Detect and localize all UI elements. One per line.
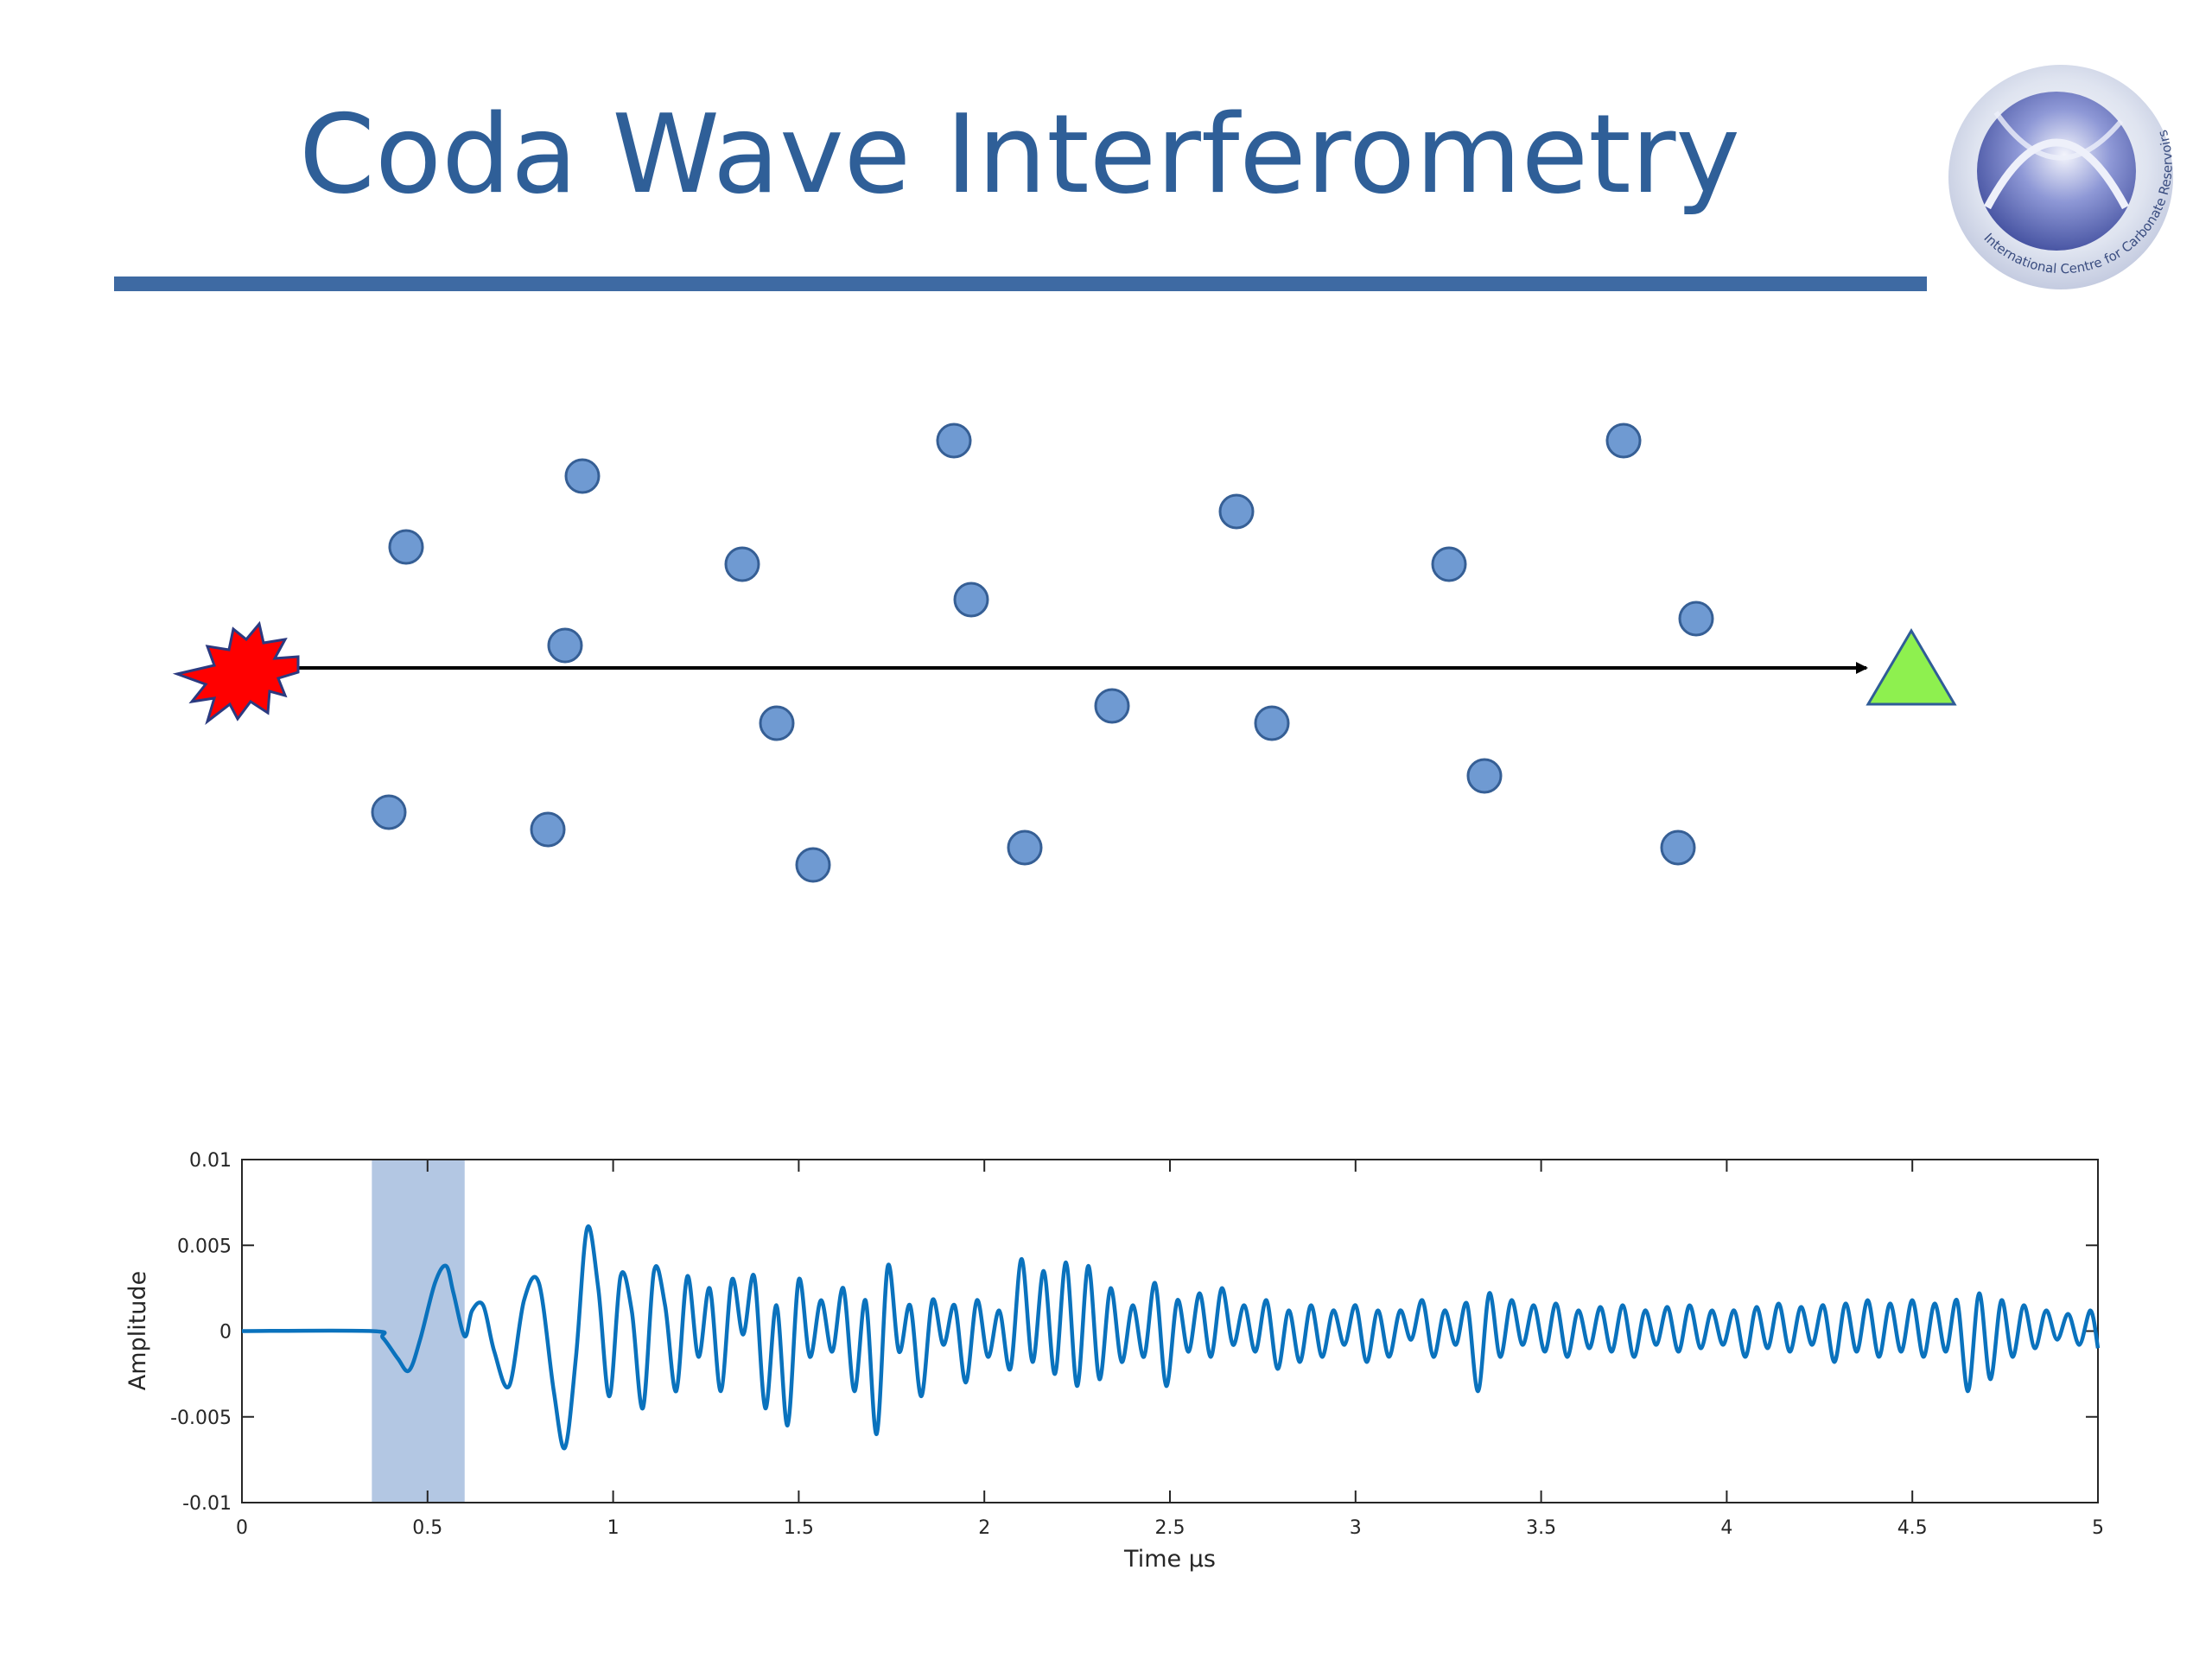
x-tick-label: 2.5: [1155, 1517, 1185, 1539]
y-tick-label: 0: [219, 1322, 232, 1344]
y-tick-label: -0.005: [170, 1408, 232, 1429]
x-tick-label: 1: [607, 1517, 620, 1539]
waveform-trace: [242, 1226, 2098, 1448]
x-tick-label: 1.5: [784, 1517, 814, 1539]
x-tick-label: 4.5: [1897, 1517, 1928, 1539]
x-tick-label: 0.5: [412, 1517, 442, 1539]
x-tick-label: 2: [978, 1517, 990, 1539]
y-tick-label: 0.01: [189, 1150, 232, 1172]
x-tick-label: 4: [1720, 1517, 1732, 1539]
x-tick-label: 0: [236, 1517, 248, 1539]
x-tick-label: 3: [1350, 1517, 1362, 1539]
waveform-chart: 0 0.5 1 1.5 2 2.5 3 3.5 4 4.5 5 0.01 0.005 0 -0.005 -0.…: [0, 0, 2212, 1659]
x-axis-label: Time μs: [1123, 1546, 1216, 1573]
y-axis-label: Amplitude: [124, 1271, 151, 1390]
x-tick-label: 3.5: [1526, 1517, 1556, 1539]
y-tick-label: -0.01: [182, 1493, 232, 1515]
x-tick-label: 5: [2092, 1517, 2104, 1539]
y-tick-label: 0.005: [177, 1236, 232, 1257]
